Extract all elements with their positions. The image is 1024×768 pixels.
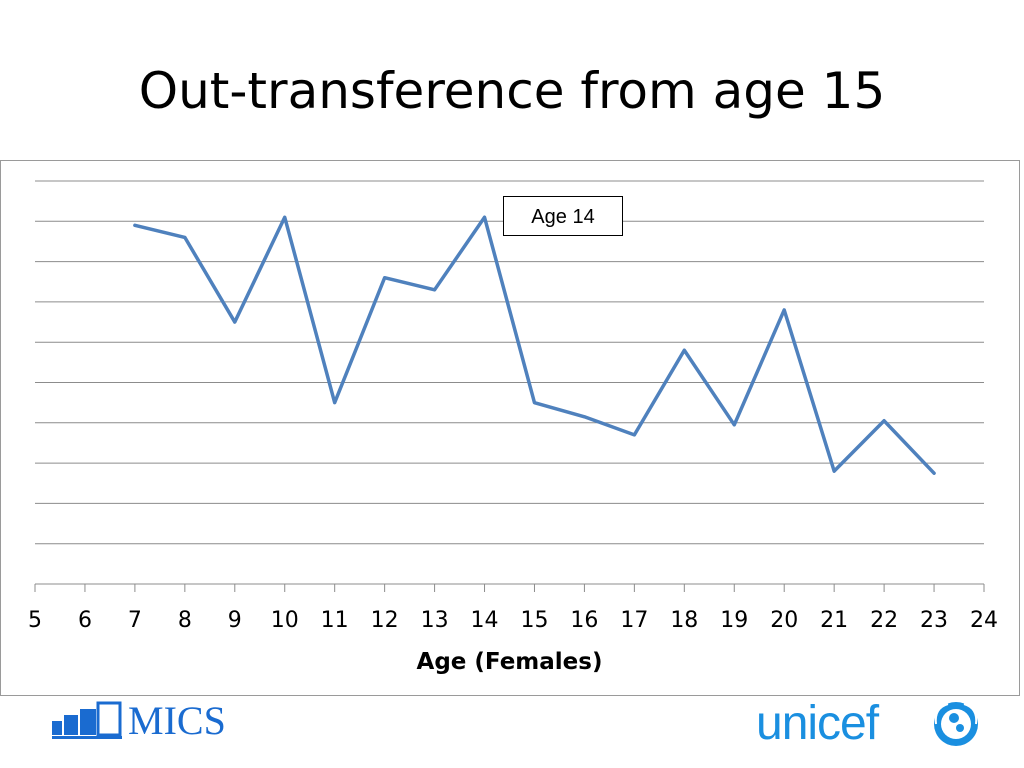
x-tick-label: 5 — [28, 608, 42, 633]
unicef-logo: unicef — [756, 696, 986, 752]
x-tick-label: 12 — [371, 608, 399, 633]
series-line — [133, 215, 936, 475]
chart-frame: 5 6 7 8 9 10 11 12 13 14 15 16 17 18 19 20 21 22 23 24 Age (… — [0, 160, 1020, 696]
data-point — [832, 469, 836, 473]
data-point — [383, 276, 387, 280]
unicef-emblem-icon — [934, 702, 978, 746]
x-tick-label: 20 — [770, 608, 798, 633]
x-tick-label: 11 — [321, 608, 349, 633]
x-tick-label: 14 — [471, 608, 499, 633]
mics-bars-icon — [52, 701, 122, 739]
unicef-logo-text: unicef — [756, 697, 879, 750]
x-tick-label: 21 — [820, 608, 848, 633]
data-point — [133, 223, 137, 227]
x-tick-label: 9 — [228, 608, 242, 633]
x-tick-label: 17 — [620, 608, 648, 633]
data-point — [483, 215, 487, 219]
x-tick-label: 15 — [520, 608, 548, 633]
x-tick-label: 16 — [570, 608, 598, 633]
data-point — [233, 320, 237, 324]
data-point — [882, 419, 886, 423]
data-point — [932, 471, 936, 475]
x-tick-label: 18 — [670, 608, 698, 633]
data-point — [333, 401, 337, 405]
x-tick-label: 24 — [970, 608, 998, 633]
slide-title: Out-transference from age 15 — [138, 62, 886, 120]
data-point — [732, 423, 736, 427]
mics-logo-text: MICS — [128, 698, 226, 743]
data-point — [183, 235, 187, 239]
data-point — [532, 401, 536, 405]
x-tick-label: 7 — [128, 608, 142, 633]
x-tick-label: 8 — [178, 608, 192, 633]
x-tick-label: 23 — [920, 608, 948, 633]
data-point — [782, 308, 786, 312]
data-point — [433, 288, 437, 292]
x-tick-label: 13 — [421, 608, 449, 633]
data-point — [582, 415, 586, 419]
x-tick-label: 19 — [720, 608, 748, 633]
annotation-callout: Age 14 — [503, 196, 623, 236]
x-tick-label: 22 — [870, 608, 898, 633]
x-tick-label: 10 — [271, 608, 299, 633]
data-point — [632, 433, 636, 437]
data-point — [682, 348, 686, 352]
x-tick-label: 6 — [78, 608, 92, 633]
mics-logo: MICS — [50, 698, 250, 743]
line-chart: 5 6 7 8 9 10 11 12 13 14 15 16 17 18 19 20 21 22 23 24 Age (… — [28, 180, 998, 675]
x-axis-title: Age (Females) — [417, 649, 603, 675]
data-point — [283, 215, 287, 219]
